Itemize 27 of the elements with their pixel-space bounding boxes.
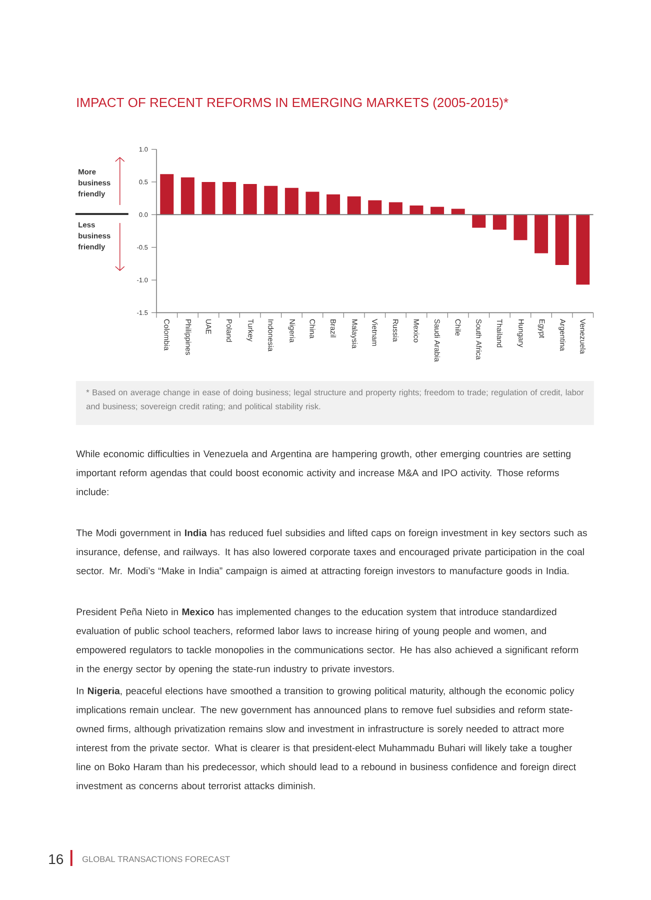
bar (347, 196, 361, 215)
bar (306, 192, 320, 215)
text: 16 (49, 854, 64, 864)
text: * Based on average change in ease of doing business; legal structure and property rights; freedom to trade; regulation of credit, labor and business; sovereign credit rating; and political stability risk. (86, 389, 584, 411)
bar (410, 206, 424, 215)
bar (368, 200, 382, 215)
bar (555, 214, 569, 265)
bar (264, 186, 278, 215)
text: The Modi government in India has reduced fuel subsidies and lifted caps on foreign investment in key sectors such as insurance, defense, and railways. It has also lowered corporate taxes and encouraged private participation in the coal sector. Mr. Modi’s “Make in India” campaign is aimed at attracting foreign investors to manufacture goods in India. (76, 529, 587, 576)
bar (472, 214, 486, 228)
bar (160, 174, 174, 215)
text: President Peña Nieto in Mexico has implemented changes to the education system that introduce standardized evaluation of public school teachers, reformed labor laws to increase hiring of young people and women, and empowered regulators to tackle monopolies in the communications sector. He has also achieved a significant reform in the energy sector by opening the state-run industry to private investors. (76, 608, 578, 674)
bar (285, 188, 298, 215)
bar (514, 214, 528, 240)
bar (243, 184, 257, 215)
bar (492, 214, 506, 230)
bar (576, 214, 590, 285)
bar (326, 194, 340, 215)
bar (181, 177, 194, 215)
chart-title: IMPACT OF RECENT REFORMS IN EMERGING MARKETS (2005-2015)* (77, 98, 508, 110)
text: While economic difficulties in Venezuela and Argentina are hampering growth, other emerging countries are setting important reform agendas that could boost economic activity and increase M&A and IPO activity. Those reforms include: (76, 450, 570, 496)
text: In Nigeria, peaceful elections have smoothed a transition to growing political maturity, although the economic policy implications remain unclear. The new government has announced plans to remove fuel subsidies and reform state-owned firms, although privatization remains slow and investment in infrastructure is sorely needed to attract more interest from the private sector. What is clearer is that president-elect Muhammadu Buhari will likely take a tougher line on Boko Haram than his predecessor, which should lead to a rebound in business confidence and foreign direct investment as concerns about terrorist attacks diminish. (76, 687, 576, 790)
text: GLOBAL TRANSACTIONS FORECAST (82, 856, 230, 862)
bar (222, 182, 236, 215)
bar (534, 214, 548, 254)
bar (389, 202, 402, 215)
bar (202, 182, 216, 215)
